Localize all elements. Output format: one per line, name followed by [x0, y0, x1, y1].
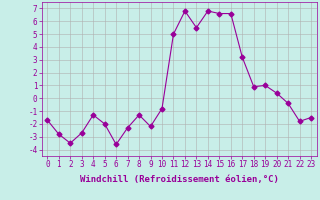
- X-axis label: Windchill (Refroidissement éolien,°C): Windchill (Refroidissement éolien,°C): [80, 175, 279, 184]
